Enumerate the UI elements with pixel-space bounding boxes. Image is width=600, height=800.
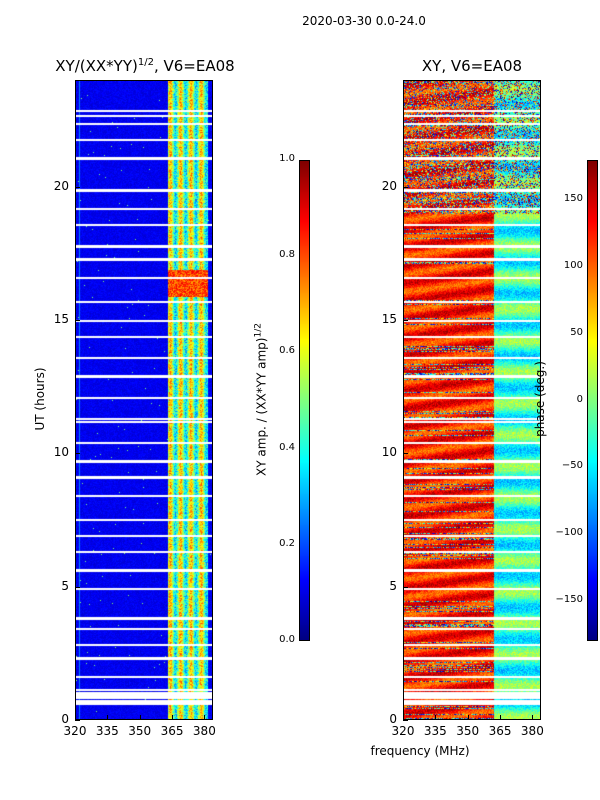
- phase-colorbar-label: phase (deg.): [533, 361, 547, 437]
- colorbar-tick-label: 0.2: [279, 537, 295, 549]
- left-heatmap-image: [76, 81, 212, 719]
- x-tick-mark: [75, 715, 76, 720]
- y-tick-label: 15: [53, 312, 69, 326]
- x-tick-mark: [435, 715, 437, 720]
- y-tick-mark: [403, 453, 408, 455]
- left-panel-title-suffix: , V6=EA08: [153, 57, 235, 75]
- phase-colorbar-gradient: [588, 161, 597, 640]
- amplitude-colorbar-gradient: [300, 161, 309, 640]
- y-tick-mark: [75, 186, 80, 188]
- colorbar-tick-label: −50: [561, 460, 583, 472]
- x-tick-mark: [204, 715, 206, 720]
- y-tick-mark: [403, 320, 408, 321]
- y-tick-label: 10: [53, 445, 69, 460]
- colorbar-tick-label: 1.0: [279, 153, 295, 164]
- colorbar-tick-label: −100: [555, 527, 583, 539]
- left-y-axis-label: UT (hours): [33, 367, 47, 431]
- left-panel-title-exponent: 1/2: [137, 57, 154, 68]
- amplitude-colorbar: [299, 160, 310, 641]
- y-tick-label: 15: [381, 312, 397, 326]
- y-tick-mark: [75, 720, 80, 721]
- y-tick-mark: [75, 320, 80, 321]
- y-tick-mark: [403, 586, 408, 588]
- colorbar-tick-label: 0: [576, 393, 583, 405]
- x-tick-mark: [172, 715, 174, 720]
- x-tick-label: 320: [391, 724, 415, 738]
- right-panel-title-text: XY: [421, 57, 442, 75]
- shared-x-axis-label: frequency (MHz): [370, 744, 470, 758]
- x-tick-label: 380: [192, 724, 216, 738]
- y-tick-label: 5: [61, 578, 69, 593]
- left-panel-title: XY/(XX*YY)1/2, V6=EA08: [40, 57, 250, 75]
- colorbar-tick-label: 50: [570, 326, 583, 338]
- colorbar-tick-label: 0.6: [279, 345, 295, 357]
- x-tick-label: 320: [63, 724, 87, 738]
- amplitude-colorbar-label-text: XY amp. / (XX*YY amp): [254, 337, 269, 476]
- x-tick-label: 350: [456, 724, 480, 738]
- x-tick-mark: [403, 715, 404, 720]
- colorbar-tick-label: 0.0: [279, 634, 295, 645]
- right-panel-title-suffix: , V6=EA08: [441, 57, 523, 75]
- colorbar-tick-label: 100: [563, 259, 583, 271]
- y-tick-label: 10: [381, 445, 397, 460]
- x-tick-label: 335: [423, 724, 447, 738]
- y-tick-label: 0: [389, 712, 397, 726]
- left-heatmap-plot: [75, 80, 213, 720]
- y-tick-mark: [403, 720, 408, 721]
- x-tick-mark: [107, 715, 109, 720]
- figure-title: 2020-03-30 0.0-24.0: [302, 14, 426, 28]
- x-tick-mark: [467, 715, 469, 720]
- amplitude-colorbar-label: XY amp. / (XX*YY amp)1/2: [254, 305, 269, 495]
- x-tick-label: 365: [160, 724, 184, 738]
- x-tick-label: 365: [488, 724, 512, 738]
- y-tick-mark: [75, 453, 80, 455]
- y-tick-label: 0: [61, 712, 69, 726]
- left-panel-title-text: XY/(XX*YY): [55, 57, 138, 75]
- x-tick-label: 380: [520, 724, 544, 738]
- x-tick-label: 350: [128, 724, 152, 738]
- right-heatmap-image: [404, 81, 540, 719]
- colorbar-tick-label: 150: [563, 193, 583, 205]
- x-tick-mark: [532, 715, 534, 720]
- y-tick-label: 5: [389, 578, 397, 593]
- colorbar-tick-label: 0.8: [279, 249, 295, 261]
- phase-colorbar: [587, 160, 598, 641]
- x-tick-mark: [500, 715, 502, 720]
- colorbar-tick-label: 0.4: [279, 441, 295, 453]
- y-tick-label: 20: [53, 178, 69, 193]
- right-panel-title: XY, V6=EA08: [368, 57, 576, 75]
- colorbar-tick-label: −150: [555, 593, 583, 605]
- amplitude-colorbar-label-exponent: 1/2: [253, 323, 264, 338]
- y-tick-mark: [75, 586, 80, 588]
- y-tick-mark: [403, 186, 408, 188]
- y-tick-label: 20: [381, 178, 397, 193]
- right-heatmap-plot: [403, 80, 541, 720]
- x-tick-label: 335: [95, 724, 119, 738]
- x-tick-mark: [139, 715, 141, 720]
